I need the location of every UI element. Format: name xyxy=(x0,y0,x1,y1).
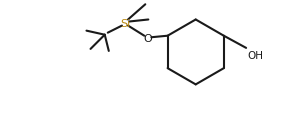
Text: Si: Si xyxy=(120,18,130,28)
Text: OH: OH xyxy=(247,51,263,60)
Text: O: O xyxy=(143,33,152,43)
